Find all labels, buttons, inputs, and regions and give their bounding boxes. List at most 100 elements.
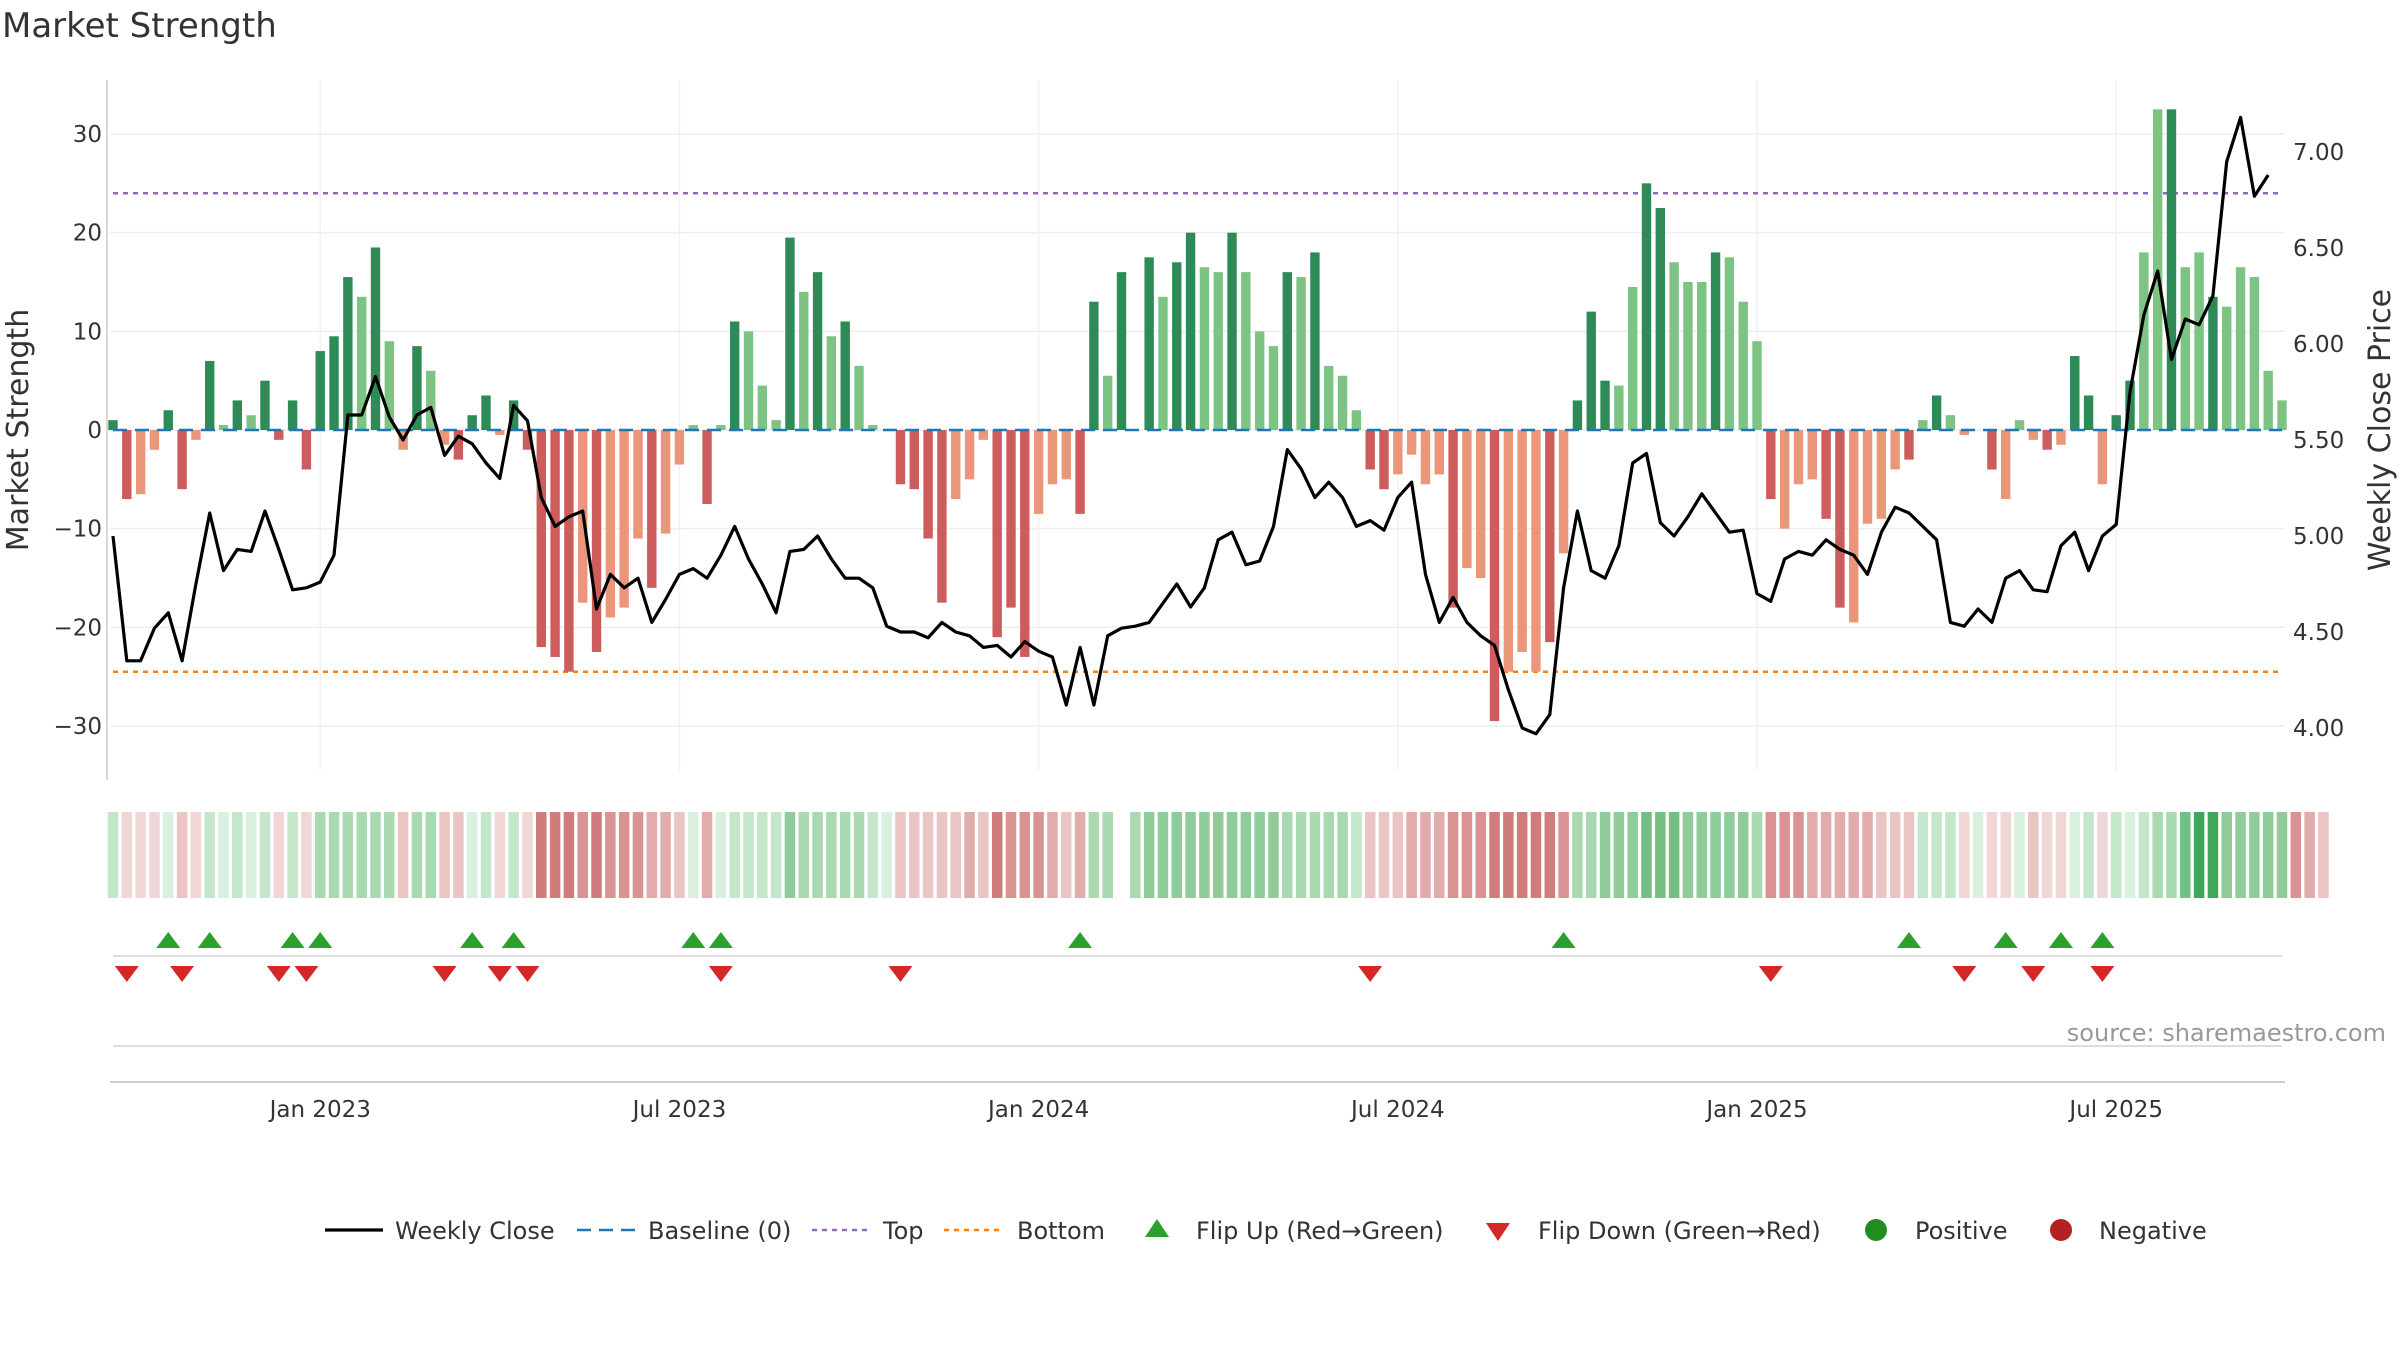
heat-cell	[1212, 812, 1224, 898]
flip-down-marker	[2090, 966, 2115, 982]
positive-bar	[1586, 311, 1596, 430]
negative-bar	[2028, 430, 2039, 440]
y-tick-label: −10	[53, 517, 102, 543]
positive-bar	[771, 420, 781, 430]
positive-bar	[1324, 365, 1334, 430]
flip-down-marker	[170, 966, 195, 982]
heat-cell	[1931, 812, 1942, 898]
negative-bar	[909, 430, 919, 490]
heat-cell	[2069, 812, 2081, 898]
heat-cell	[439, 812, 450, 898]
heat-cell	[1848, 812, 1859, 898]
heat-cell	[895, 812, 906, 898]
negative-bar	[951, 430, 961, 500]
y2-tick-label: 7.00	[2293, 140, 2344, 166]
heat-cell	[1696, 812, 1708, 898]
positive-bar	[1089, 301, 1099, 430]
legend-positive-dot	[1865, 1219, 1887, 1241]
heat-cell	[729, 812, 740, 898]
legend-label: Positive	[1915, 1217, 2008, 1245]
heat-cell	[2124, 812, 2136, 898]
legend-label: Flip Up (Red→Green)	[1196, 1217, 1444, 1245]
heat-cell	[674, 812, 685, 898]
weekly-close-series	[111, 115, 2270, 736]
heat-cell	[466, 812, 478, 898]
heat-cell	[356, 812, 367, 898]
heat-cell	[701, 812, 713, 898]
positive-bar	[2194, 252, 2204, 430]
positive-bar	[2222, 306, 2232, 430]
heat-cell	[397, 812, 409, 898]
heat-cell	[1889, 812, 1901, 898]
chart-title: Market Strength	[2, 6, 277, 46]
heat-cell	[1337, 812, 1348, 898]
flip-up-marker	[708, 932, 733, 948]
y-tick-label: 0	[87, 418, 102, 444]
positive-bar	[2014, 420, 2025, 430]
heat-cell	[1599, 812, 1611, 898]
y2-tick-label: 6.50	[2293, 236, 2344, 262]
heat-cell	[2138, 812, 2150, 898]
negative-bar	[495, 430, 505, 435]
positive-bar	[1697, 282, 1707, 430]
heat-cell	[2055, 812, 2067, 898]
positive-bar	[2235, 267, 2246, 430]
positive-bar	[1158, 296, 1168, 430]
positive-bar	[1627, 286, 1638, 430]
negative-bar	[1379, 430, 1389, 490]
negative-bar	[536, 430, 546, 648]
negative-bar	[1862, 430, 1873, 524]
negative-bar	[1489, 430, 1500, 722]
flip-down-marker	[487, 966, 512, 982]
heat-cell	[1489, 812, 1500, 898]
heat-cell	[1143, 812, 1155, 898]
heat-cell	[1019, 812, 1031, 898]
flip-down-marker	[2021, 966, 2046, 982]
heat-cell	[232, 812, 243, 898]
heat-cell	[411, 812, 423, 898]
heat-cell	[204, 812, 215, 898]
positive-bar	[370, 247, 381, 430]
positive-bar	[785, 237, 795, 430]
positive-bar	[1241, 272, 1251, 430]
heat-cell	[1834, 812, 1846, 898]
positive-bar	[287, 400, 298, 430]
negative-bar	[1779, 430, 1790, 529]
heat-cell	[2110, 812, 2122, 898]
positive-bar	[1172, 262, 1182, 430]
heat-cell	[1710, 812, 1721, 898]
positive-bar	[1724, 257, 1735, 430]
heat-cell	[1157, 812, 1169, 898]
heat-cell	[314, 812, 326, 898]
negative-bar	[1033, 430, 1044, 514]
heat-cell	[2152, 812, 2163, 898]
positive-bar	[1144, 257, 1154, 430]
flip-up-marker	[197, 932, 222, 948]
heat-cell	[2276, 812, 2288, 898]
negative-bar	[1061, 430, 1071, 480]
positive-bar	[108, 420, 118, 430]
heat-cell	[909, 812, 920, 898]
heat-cell	[2000, 812, 2011, 898]
heat-cell	[1088, 812, 1100, 898]
heat-cell	[1585, 812, 1597, 898]
heat-cell	[2304, 812, 2315, 898]
negative-bar	[992, 430, 1002, 638]
negative-bar	[1959, 430, 1969, 435]
heat-cell	[1309, 812, 1321, 898]
heat-cell	[1793, 812, 1804, 898]
negative-bar	[122, 430, 132, 500]
legend-item-flip_up: Flip Up (Red→Green)	[1145, 1217, 1444, 1245]
positive-bar	[2277, 400, 2287, 430]
heat-cell	[563, 812, 575, 898]
heat-cell	[273, 812, 285, 898]
heat-cell	[743, 812, 754, 898]
negative-bar	[2056, 430, 2066, 445]
negative-bar	[1766, 430, 1776, 500]
heat-cell	[1503, 812, 1514, 898]
negative-bar	[964, 430, 975, 480]
positive-bar	[2083, 395, 2094, 430]
y2-tick-label: 4.50	[2293, 620, 2344, 646]
heat-cell	[922, 812, 934, 898]
